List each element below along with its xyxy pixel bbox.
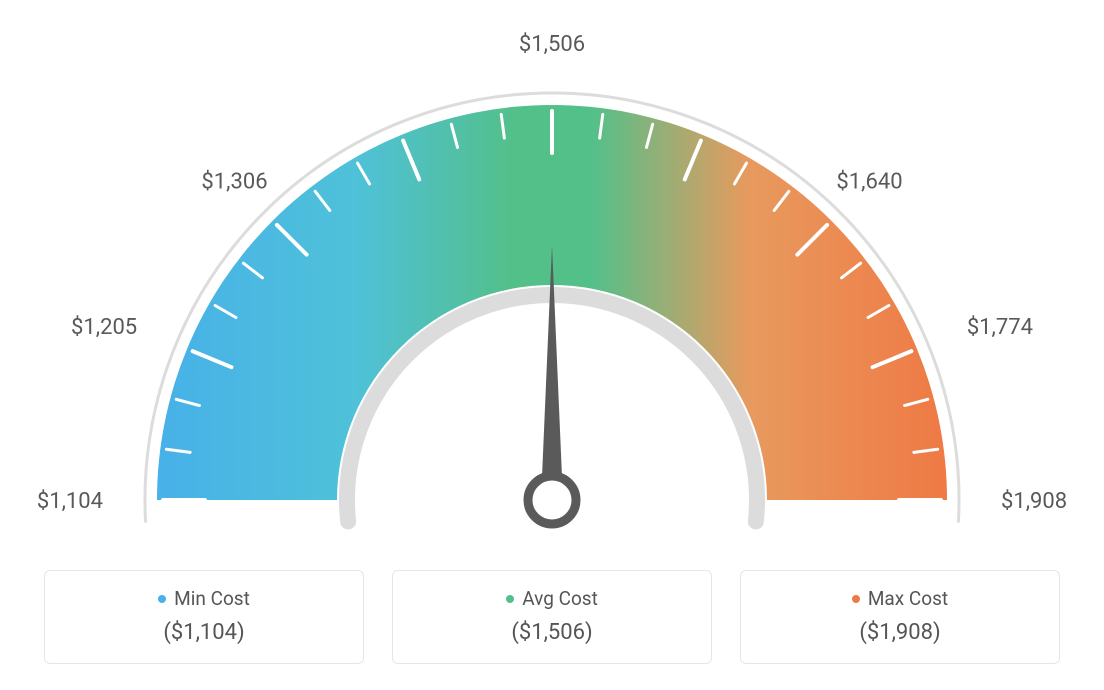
gauge-tick-label: $1,104: [37, 489, 103, 514]
legend-value-avg: ($1,506): [413, 620, 691, 645]
gauge-svg: $1,104 $1,205 $1,306 $1,506 $1,640 $1,774 $1,9…: [0, 0, 1104, 560]
gauge-tick-label: $1,640: [836, 170, 902, 195]
legend-row: Min Cost ($1,104) Avg Cost ($1,506) Max …: [0, 570, 1104, 664]
legend-card-avg: Avg Cost ($1,506): [392, 570, 712, 664]
gauge-chart: $1,104 $1,205 $1,306 $1,506 $1,640 $1,774 $1,9…: [0, 0, 1104, 560]
legend-value-max: ($1,908): [761, 620, 1039, 645]
legend-label-max: Max Cost: [868, 587, 948, 610]
legend-card-max: Max Cost ($1,908): [740, 570, 1060, 664]
gauge-tick-label: $1,908: [1001, 489, 1067, 514]
gauge-tick-label: $1,774: [967, 315, 1033, 340]
gauge-tick-label: $1,306: [201, 170, 267, 195]
legend-title-avg: Avg Cost: [506, 587, 598, 610]
legend-dot-max: [852, 595, 860, 603]
gauge-tick-label: $1,506: [519, 32, 585, 57]
legend-title-max: Max Cost: [852, 587, 948, 610]
legend-value-min: ($1,104): [65, 620, 343, 645]
legend-label-min: Min Cost: [174, 587, 250, 610]
legend-dot-avg: [506, 595, 514, 603]
gauge-tick-label: $1,205: [71, 315, 137, 340]
legend-dot-min: [158, 595, 166, 603]
legend-card-min: Min Cost ($1,104): [44, 570, 364, 664]
legend-title-min: Min Cost: [158, 587, 250, 610]
legend-label-avg: Avg Cost: [522, 587, 598, 610]
